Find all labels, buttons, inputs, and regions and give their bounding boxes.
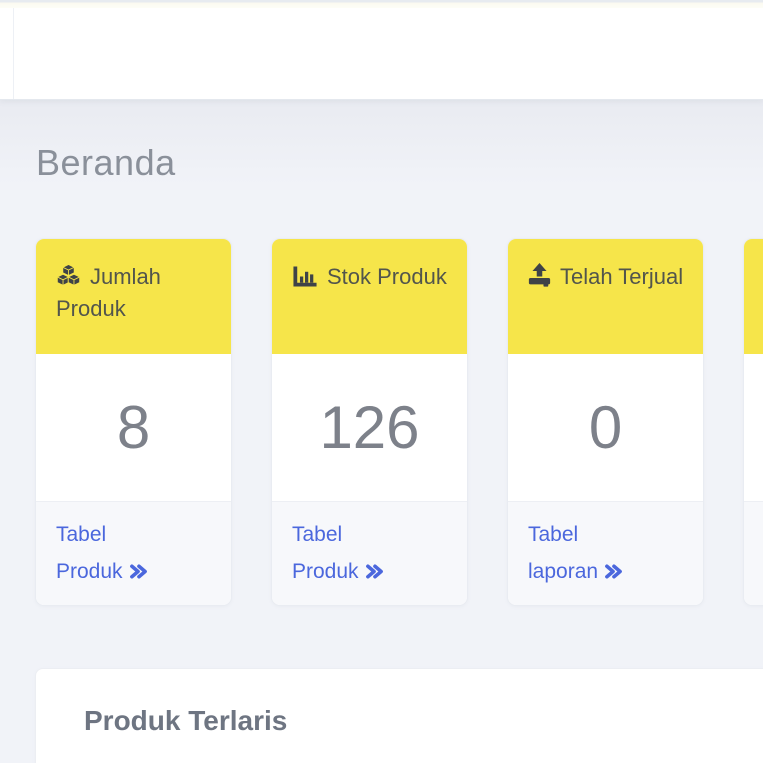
- stat-card-telah-terjual: Telah Terjual 0 Tabel laporan: [507, 238, 704, 606]
- chart-column-icon: [292, 265, 318, 294]
- stat-card-header: Telah Terjual: [508, 239, 703, 354]
- navbar-left-divider: [13, 8, 14, 99]
- stat-card-link-label: Tabel Produk: [292, 523, 359, 583]
- cubes-icon: [56, 263, 81, 294]
- double-chevron-right-icon: [365, 555, 384, 592]
- stat-card-title: Jumlah Produk: [56, 264, 161, 321]
- stat-card-value: 0: [588, 394, 623, 461]
- stat-card-link-label: Tabel Produk: [56, 523, 123, 583]
- stat-card-header: Jumlah Produk: [36, 239, 231, 354]
- upload-icon: [528, 263, 551, 294]
- stat-card-value: 126: [319, 394, 420, 461]
- stat-card-link-tabel-laporan[interactable]: Tabel laporan: [528, 516, 645, 592]
- stat-card-footer: Tabel Produk: [272, 501, 467, 605]
- panel-title: Produk Terlaris: [84, 705, 288, 736]
- stat-card-link-label: Tabel laporan: [528, 523, 599, 583]
- stat-card-footer: Tabel laporan: [508, 501, 703, 605]
- stat-card-link-tabel-produk[interactable]: Tabel Produk: [56, 516, 173, 592]
- stat-card-header: Stok Produk: [272, 239, 467, 354]
- double-chevron-right-icon: [129, 555, 148, 592]
- stat-card-footer: Tabel Produk: [36, 501, 231, 605]
- stat-card-title: Stok Produk: [327, 264, 447, 289]
- stat-card-partial: [743, 238, 763, 606]
- stat-card-header: [744, 239, 763, 354]
- stat-card-stok-produk: Stok Produk 126 Tabel Produk: [271, 238, 468, 606]
- page-title: Beranda: [36, 142, 176, 183]
- double-chevron-right-icon: [604, 555, 623, 592]
- stat-card-value: 8: [116, 394, 151, 461]
- stat-card-title: Telah Terjual: [560, 264, 684, 289]
- stat-card-value: [744, 354, 763, 501]
- stat-card-link-tabel-produk[interactable]: Tabel Produk: [292, 516, 409, 592]
- main-content: Beranda: [0, 100, 763, 763]
- produk-terlaris-panel: Produk Terlaris: [35, 668, 763, 763]
- stat-card-footer: [744, 501, 763, 605]
- stat-card-jumlah-produk: Jumlah Produk 8 Tabel Produk: [35, 238, 232, 606]
- top-navbar: [0, 0, 763, 100]
- stat-cards-row: Jumlah Produk 8 Tabel Produk: [35, 238, 763, 606]
